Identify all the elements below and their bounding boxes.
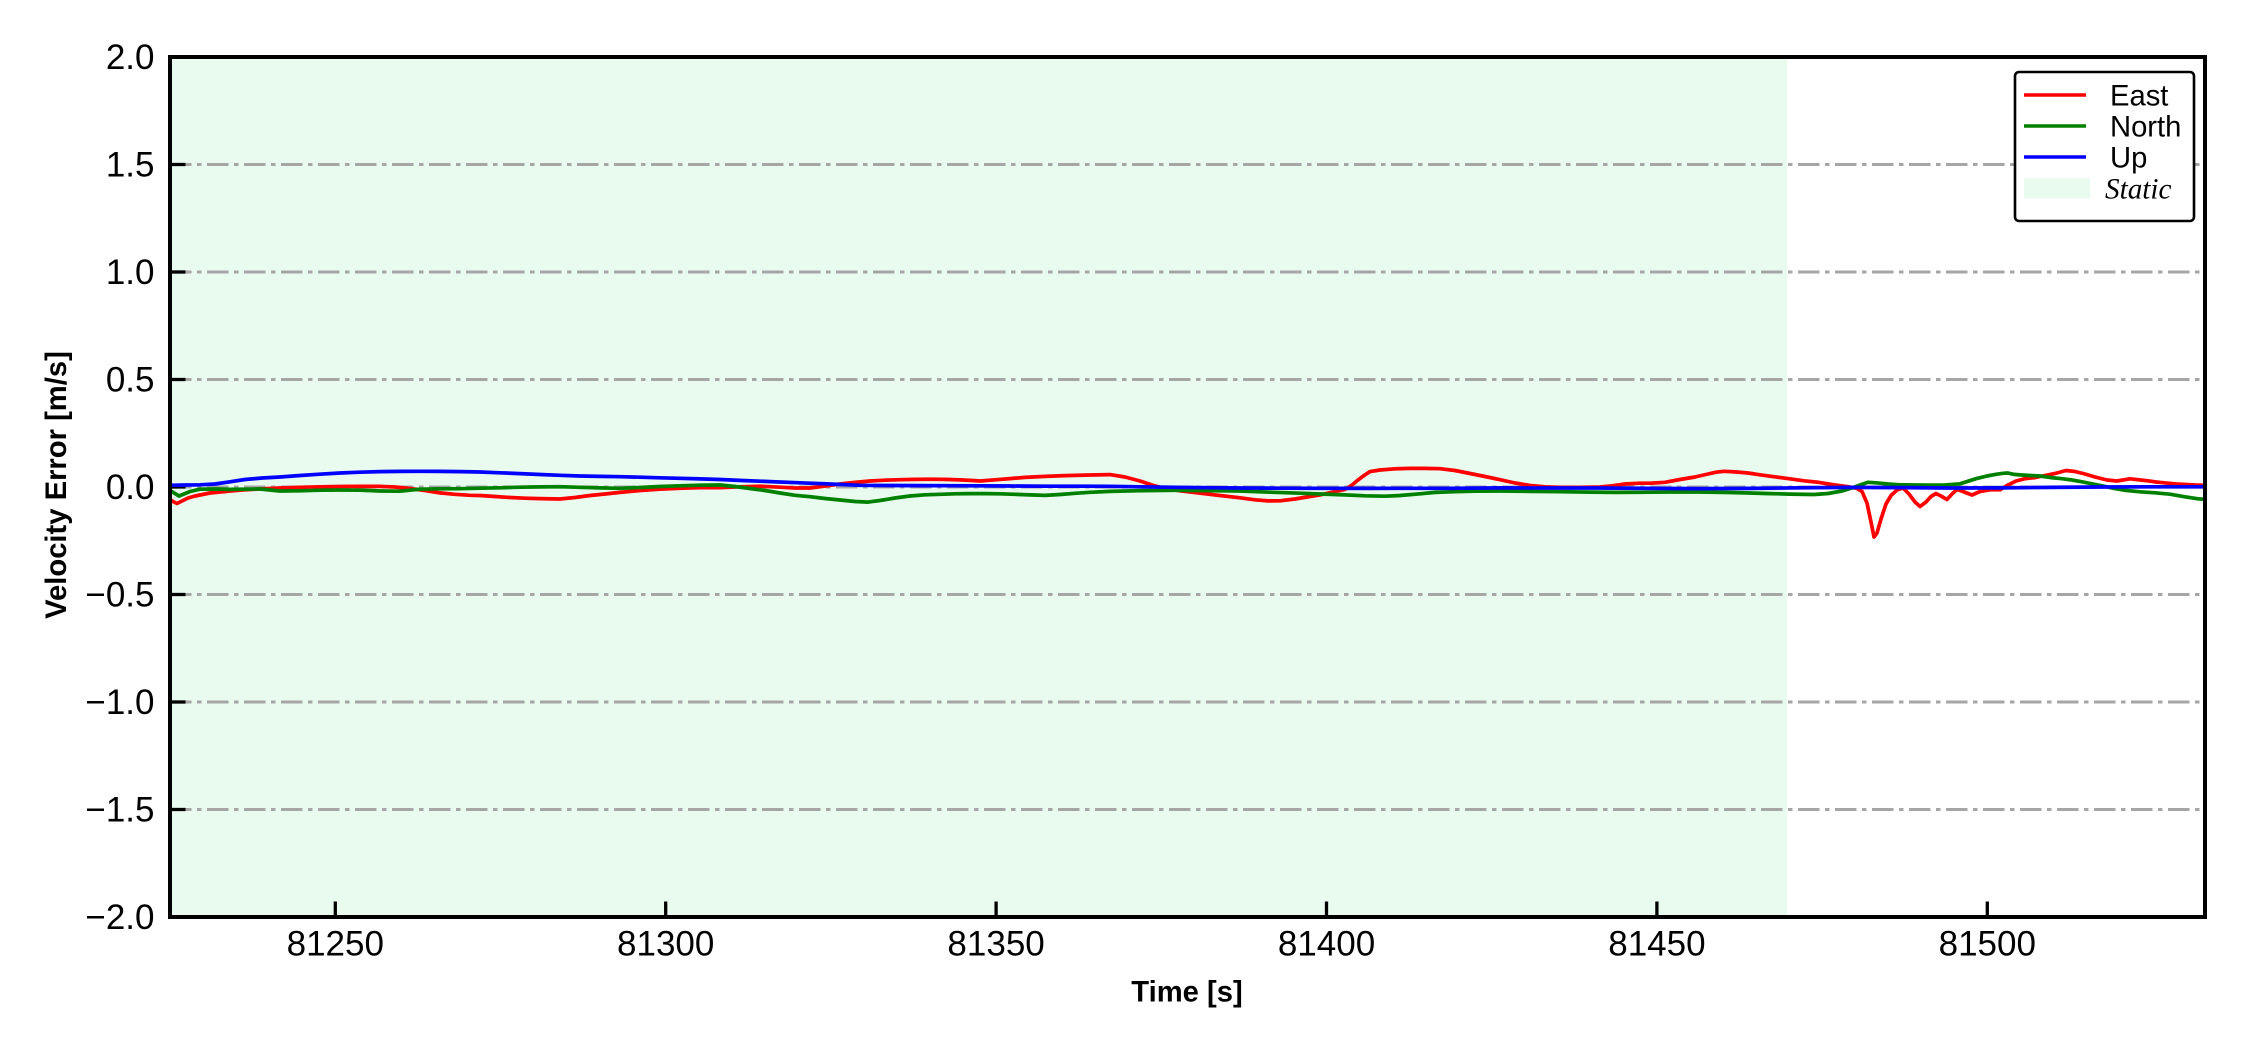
svg-text:North: North [2110, 112, 2181, 144]
svg-text:−1.5: −1.5 [85, 791, 154, 830]
svg-text:Time [s]: Time [s] [1131, 977, 1242, 1009]
svg-text:−1.0: −1.0 [85, 683, 154, 722]
svg-text:81250: 81250 [287, 925, 384, 964]
svg-text:81400: 81400 [1278, 925, 1375, 964]
svg-text:East: East [2110, 81, 2168, 113]
svg-text:2.0: 2.0 [106, 38, 155, 77]
svg-text:81350: 81350 [947, 925, 1044, 964]
svg-text:Static: Static [2105, 174, 2172, 206]
svg-text:81300: 81300 [617, 925, 714, 964]
svg-text:Velocity Error [m/s]: Velocity Error [m/s] [41, 351, 73, 619]
svg-text:−2.0: −2.0 [85, 898, 154, 937]
svg-text:81450: 81450 [1608, 925, 1705, 964]
svg-text:Up: Up [2110, 143, 2147, 175]
svg-text:1.5: 1.5 [106, 146, 155, 185]
svg-text:0.0: 0.0 [106, 468, 155, 507]
svg-text:81500: 81500 [1939, 925, 2036, 964]
svg-text:1.0: 1.0 [106, 253, 155, 292]
svg-text:0.5: 0.5 [106, 361, 155, 400]
svg-text:−0.5: −0.5 [85, 576, 154, 615]
